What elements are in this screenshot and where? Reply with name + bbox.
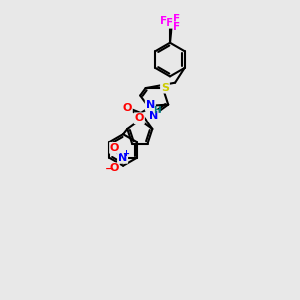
Text: F: F	[166, 18, 173, 28]
Text: H: H	[153, 106, 160, 115]
Text: N: N	[146, 100, 155, 110]
Text: N: N	[148, 111, 158, 121]
Text: −: −	[105, 164, 114, 174]
Text: F: F	[173, 22, 180, 32]
Text: O: O	[135, 113, 144, 123]
Text: +: +	[122, 148, 129, 158]
Text: F: F	[173, 14, 180, 24]
Text: O: O	[110, 164, 119, 173]
Text: F: F	[160, 16, 167, 26]
Text: N: N	[118, 153, 127, 163]
Text: S: S	[161, 82, 169, 93]
Text: O: O	[122, 103, 132, 113]
Text: O: O	[110, 143, 119, 153]
